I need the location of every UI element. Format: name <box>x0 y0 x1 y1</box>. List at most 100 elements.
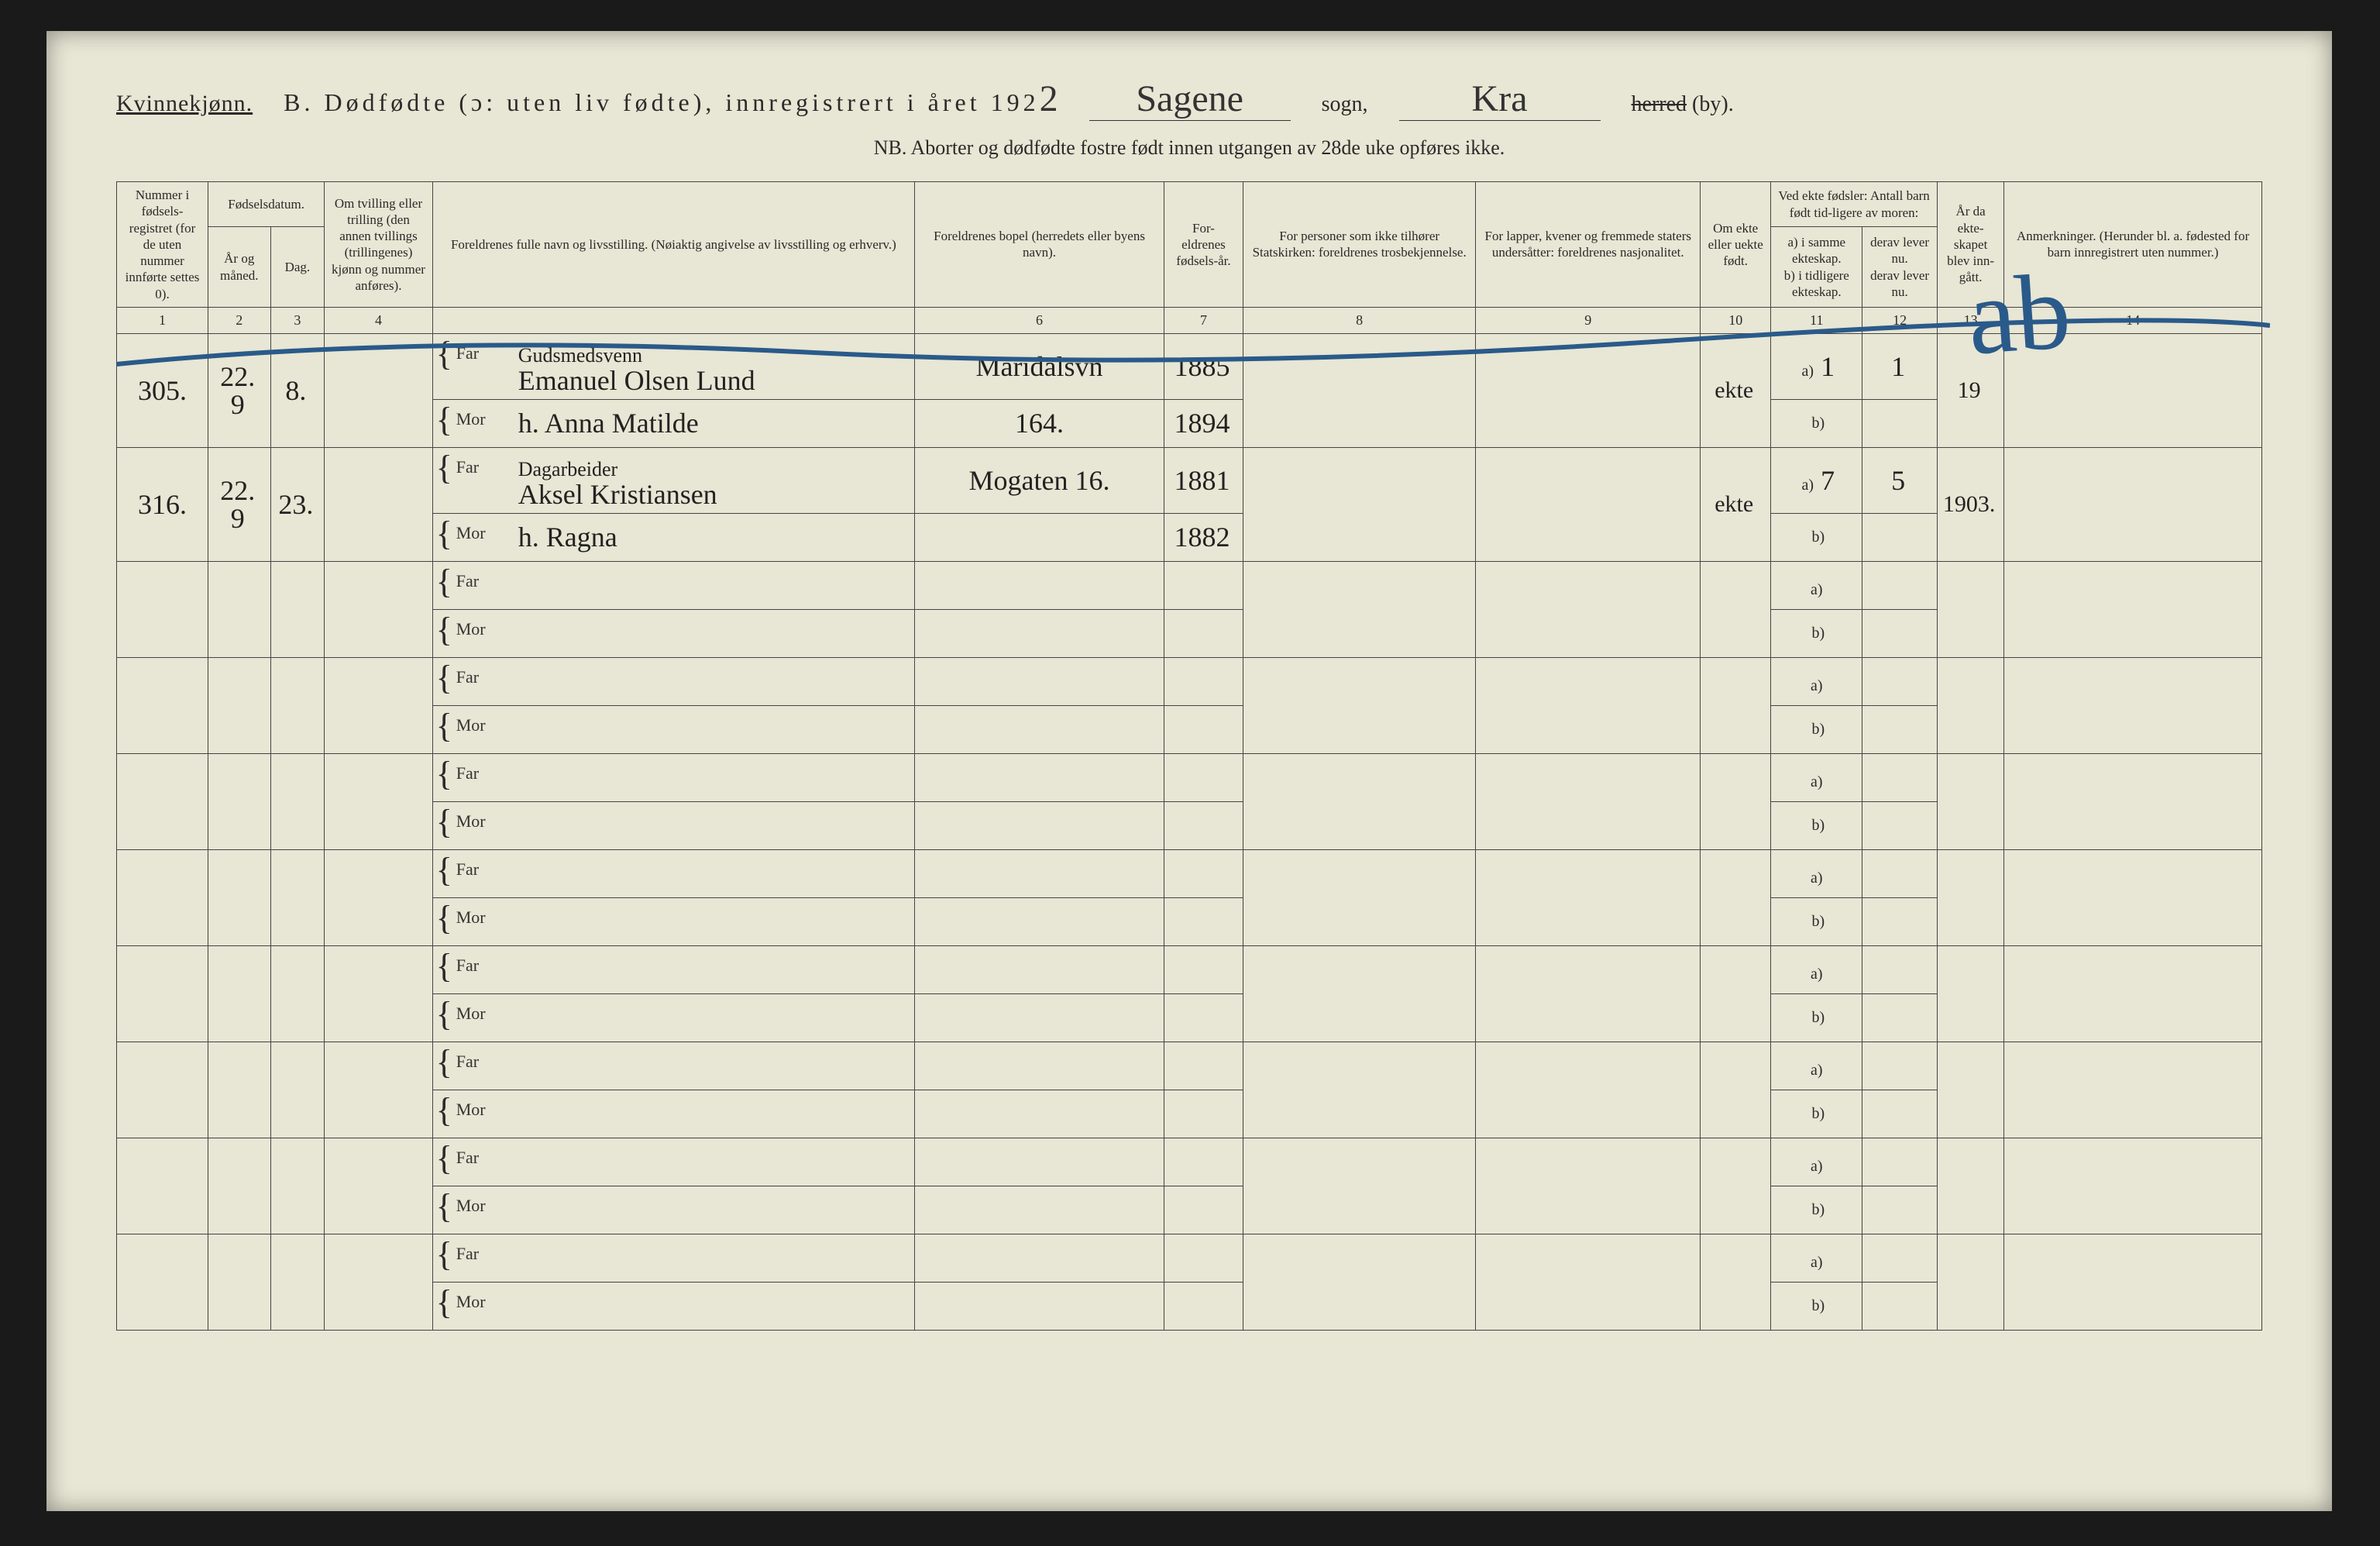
entry-twin <box>325 1234 432 1330</box>
mor-birthyear: 1882 <box>1164 513 1243 561</box>
bopel-far <box>915 1042 1164 1090</box>
father-name <box>449 1244 908 1272</box>
entry-b-lever <box>1862 513 1938 561</box>
brace-icon: { <box>436 1286 452 1320</box>
entry-religion <box>1243 753 1475 849</box>
far-birthyear <box>1164 1042 1243 1090</box>
mor-label: Mor <box>456 1196 486 1216</box>
father-name <box>449 763 908 791</box>
entry-a-lever: 1 <box>1862 333 1938 399</box>
col-8-header: For personer som ikke tilhører Statskirk… <box>1243 182 1475 308</box>
bopel-mor <box>915 513 1164 561</box>
entry-a: a) <box>1771 1138 1862 1186</box>
mother-cell: {Mor <box>432 897 914 945</box>
far-label: Far <box>456 1148 479 1168</box>
far-label: Far <box>456 457 479 477</box>
entry-row-far: {Far a) <box>117 1138 2262 1186</box>
gender-label: Kvinnekjønn. <box>116 91 253 117</box>
entry-row-far: {Fara) <box>117 945 2262 993</box>
entry-ekte <box>1701 753 1771 849</box>
entry-year-month <box>208 945 270 1042</box>
register-table: Nummer i fødsels-registret (for de uten … <box>116 181 2262 1331</box>
entry-remarks <box>2004 657 2262 753</box>
entry-remarks <box>2004 447 2262 561</box>
bopel-far: Maridalsvn <box>915 333 1164 399</box>
entry-ekte <box>1701 1138 1771 1234</box>
colnum-4: 4 <box>325 307 432 333</box>
entry-twin <box>325 561 432 657</box>
brace-icon: { <box>436 403 452 437</box>
entry-remarks <box>2004 1234 2262 1330</box>
far-birthyear <box>1164 1234 1243 1282</box>
entry-a: a) <box>1771 849 1862 897</box>
colnum-7: 7 <box>1164 307 1243 333</box>
mother-name: h. Ragna <box>449 523 908 551</box>
far-birthyear: 1885 <box>1164 333 1243 399</box>
entry-day <box>270 657 325 753</box>
father-name <box>449 1052 908 1079</box>
col-11a-header: a) i samme ekteskap. b) i tidligere ekte… <box>1771 227 1862 307</box>
colnum-11: 11 <box>1771 307 1862 333</box>
entry-b-lever <box>1862 993 1938 1042</box>
entry-a-lever <box>1862 1234 1938 1282</box>
entry-nationality <box>1476 1138 1701 1234</box>
brace-icon: { <box>436 517 452 551</box>
entry-a: a) 7 <box>1771 447 1862 513</box>
entry-marriage-year <box>1937 945 2003 1042</box>
entry-religion <box>1243 447 1475 561</box>
col-11-group: Ved ekte fødsler: Antall barn født tid-l… <box>1771 182 1938 227</box>
colnum-2: 2 <box>208 307 270 333</box>
title-group: B. Dødfødte (ɔ: uten liv fødte), innregi… <box>284 77 1058 120</box>
entry-marriage-year <box>1937 1138 2003 1234</box>
entry-number <box>117 1042 208 1138</box>
entry-year-month <box>208 1042 270 1138</box>
father-name <box>449 1148 908 1176</box>
mother-cell: {Morh. Ragna <box>432 513 914 561</box>
entry-ekte <box>1701 1234 1771 1330</box>
bopel-far <box>915 945 1164 993</box>
mor-label: Mor <box>456 409 486 429</box>
mor-birthyear <box>1164 1090 1243 1138</box>
entry-year-month: 22. 9 <box>208 333 270 447</box>
mother-cell: {Mor <box>432 1090 914 1138</box>
entry-b: b) <box>1771 609 1862 657</box>
far-birthyear <box>1164 657 1243 705</box>
entry-year-month <box>208 657 270 753</box>
entry-b-lever <box>1862 399 1938 447</box>
entry-a-lever <box>1862 849 1938 897</box>
entry-row-far: {Fara) <box>117 849 2262 897</box>
parish-label: sogn, <box>1322 92 1368 117</box>
far-label: Far <box>456 343 479 363</box>
entry-number <box>117 561 208 657</box>
header-line-1: Kvinnekjønn. B. Dødfødte (ɔ: uten liv fø… <box>116 77 2262 121</box>
bopel-mor <box>915 1282 1164 1330</box>
entry-b: b) <box>1771 897 1862 945</box>
bopel-far <box>915 849 1164 897</box>
brace-icon: { <box>436 661 452 695</box>
father-name <box>449 667 908 695</box>
entry-a: a) <box>1771 1234 1862 1282</box>
entry-number: 305. <box>117 333 208 447</box>
brace-icon: { <box>436 1093 452 1128</box>
entry-number <box>117 753 208 849</box>
entry-day: 23. <box>270 447 325 561</box>
entry-remarks <box>2004 1138 2262 1234</box>
entry-a-lever <box>1862 561 1938 609</box>
bopel-mor <box>915 705 1164 753</box>
entry-a-lever: 5 <box>1862 447 1938 513</box>
entry-day <box>270 1234 325 1330</box>
entry-twin <box>325 1138 432 1234</box>
entry-twin <box>325 1042 432 1138</box>
entry-a: a) <box>1771 1042 1862 1090</box>
colnum-3: 3 <box>270 307 325 333</box>
bopel-far <box>915 561 1164 609</box>
father-cell: {Far <box>432 1234 914 1282</box>
entry-a-lever <box>1862 1138 1938 1186</box>
c10b: b) i tidligere ekteskap. <box>1784 268 1849 299</box>
entry-day <box>270 1138 325 1234</box>
brace-icon: { <box>436 1141 452 1176</box>
entry-b-lever <box>1862 609 1938 657</box>
brace-icon: { <box>436 451 452 485</box>
entry-twin <box>325 945 432 1042</box>
colnum-6: 6 <box>915 307 1164 333</box>
